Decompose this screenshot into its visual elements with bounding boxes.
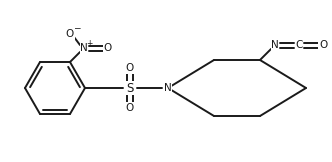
Text: C: C: [295, 40, 303, 50]
Text: N: N: [271, 40, 279, 50]
Text: O: O: [319, 40, 327, 50]
Text: O: O: [104, 43, 112, 53]
Text: O: O: [126, 63, 134, 73]
Text: +: +: [86, 39, 93, 47]
Text: O: O: [66, 29, 74, 39]
Text: S: S: [126, 81, 134, 94]
Text: −: −: [73, 23, 81, 33]
Text: N: N: [164, 83, 172, 93]
Text: N: N: [80, 43, 88, 53]
Text: O: O: [126, 103, 134, 113]
